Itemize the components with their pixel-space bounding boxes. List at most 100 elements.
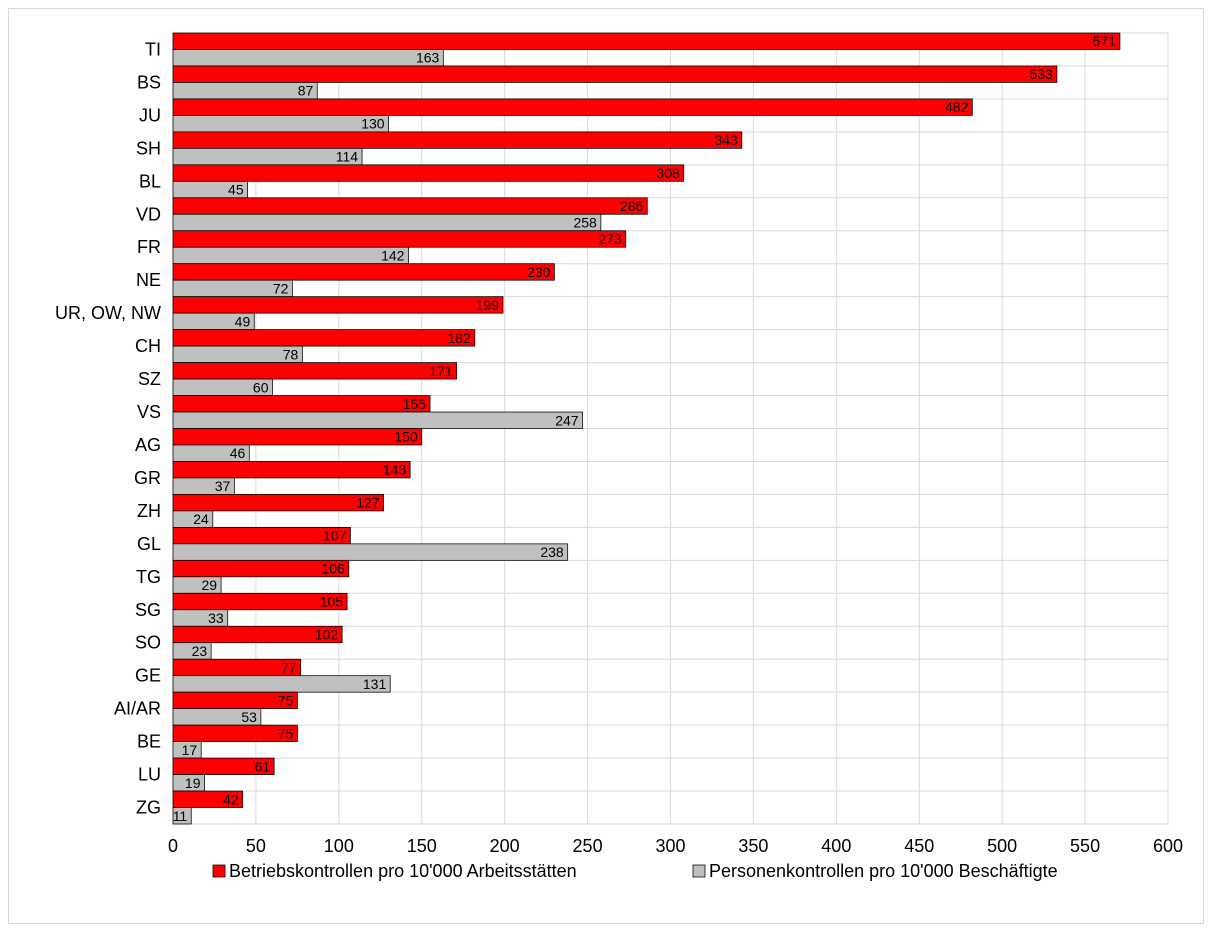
category-label: JU xyxy=(139,105,161,125)
x-tick-label: 150 xyxy=(407,836,437,856)
x-tick-label: 450 xyxy=(904,836,934,856)
legend-label-betriebskontrollen: Betriebskontrollen pro 10'000 Arbeitsstä… xyxy=(229,861,577,881)
bar-value-label: 114 xyxy=(336,149,359,165)
bar-betriebskontrollen xyxy=(172,790,244,808)
bar-value-label: 130 xyxy=(361,116,385,132)
bar-betriebskontrollen xyxy=(172,329,476,347)
bar-personenkontrollen xyxy=(172,246,409,265)
bar-value-label: 45 xyxy=(228,182,244,198)
legend-swatch-betriebskontrollen xyxy=(212,864,226,878)
bar-betriebskontrollen xyxy=(172,131,743,149)
bar-value-label: 49 xyxy=(235,313,251,329)
bar-value-label: 72 xyxy=(273,280,289,296)
bar-betriebskontrollen xyxy=(172,164,685,182)
category-label: SZ xyxy=(138,369,161,389)
bar-value-label: 571 xyxy=(1093,33,1117,49)
bar-betriebskontrollen xyxy=(172,65,1058,83)
bar-value-label: 60 xyxy=(253,379,269,395)
x-tick-label: 200 xyxy=(490,836,520,856)
legend-label-personenkontrollen: Personenkontrollen pro 10'000 Beschäftig… xyxy=(709,861,1058,881)
bar-value-label: 247 xyxy=(555,412,579,428)
category-label: SG xyxy=(135,600,161,620)
category-label: GE xyxy=(135,666,161,686)
category-label: NE xyxy=(136,270,161,290)
bar-betriebskontrollen xyxy=(172,98,973,116)
category-label: LU xyxy=(138,765,161,785)
bar-value-label: 106 xyxy=(321,561,345,577)
category-label: TG xyxy=(136,567,161,587)
bar-value-label: 23 xyxy=(192,643,208,659)
x-tick-label: 600 xyxy=(1153,836,1183,856)
category-label: BS xyxy=(137,72,161,92)
bar-betriebskontrollen xyxy=(172,296,504,314)
bar-betriebskontrollen xyxy=(172,362,457,380)
bar-value-label: 163 xyxy=(416,50,440,66)
category-label: AI/AR xyxy=(114,699,161,719)
bar-value-label: 142 xyxy=(381,247,405,263)
legend-swatch-personenkontrollen xyxy=(692,864,706,878)
bar-value-label: 258 xyxy=(573,215,597,231)
bar-betriebskontrollen xyxy=(172,263,555,281)
bar-betriebskontrollen xyxy=(172,592,348,611)
x-tick-label: 350 xyxy=(738,836,768,856)
legend: Betriebskontrollen pro 10'000 Arbeitsstä… xyxy=(212,861,1058,881)
category-label: BL xyxy=(139,171,161,191)
category-label: AG xyxy=(135,435,161,455)
bar-personenkontrollen xyxy=(172,82,318,100)
bar-value-label: 102 xyxy=(315,626,339,642)
bar-personenkontrollen xyxy=(172,411,583,429)
bar-betriebskontrollen xyxy=(172,230,627,248)
x-tick-label: 550 xyxy=(1070,836,1100,856)
category-label: GR xyxy=(134,468,161,488)
category-label: SH xyxy=(136,138,161,158)
bar-value-label: 171 xyxy=(429,363,453,379)
bar-value-label: 61 xyxy=(255,758,271,774)
bar-value-label: 46 xyxy=(230,445,246,461)
value-axis: 0 50 100 150 200 250 300 350 400 450 500 550 600 xyxy=(168,836,1183,856)
bar-value-label: 42 xyxy=(223,791,239,807)
bar-personenkontrollen xyxy=(172,115,389,133)
bar-value-label: 143 xyxy=(383,462,407,478)
bar-value-label: 182 xyxy=(447,330,471,346)
bar-betriebskontrollen xyxy=(172,494,384,512)
category-label: VS xyxy=(137,402,161,422)
x-tick-label: 50 xyxy=(246,836,266,856)
bar-value-label: 37 xyxy=(215,478,231,494)
bar-personenkontrollen xyxy=(172,213,602,232)
category-label: FR xyxy=(137,237,161,257)
bar-value-label: 150 xyxy=(394,429,418,445)
bars xyxy=(172,32,1121,825)
bar-personenkontrollen xyxy=(172,147,363,166)
bar-value-label: 238 xyxy=(540,544,564,560)
bar-betriebskontrollen xyxy=(172,757,275,775)
category-label: ZG xyxy=(136,798,161,818)
x-tick-label: 400 xyxy=(821,836,851,856)
bar-value-label: 77 xyxy=(281,659,297,675)
bar-personenkontrollen xyxy=(172,675,391,693)
bar-value-label: 230 xyxy=(527,264,551,280)
bar-value-label: 131 xyxy=(363,676,387,692)
category-label: GL xyxy=(137,534,161,554)
bar-personenkontrollen xyxy=(172,807,192,825)
bar-value-label: 33 xyxy=(208,610,224,626)
bar-betriebskontrollen xyxy=(172,32,1121,50)
category-label: UR, OW, NW xyxy=(55,303,161,323)
bar-value-label: 199 xyxy=(476,297,500,313)
x-tick-label: 0 xyxy=(168,836,178,856)
bar-value-label: 155 xyxy=(403,396,427,412)
bar-betriebskontrollen xyxy=(172,724,298,742)
bar-value-label: 286 xyxy=(620,198,644,214)
bar-value-label: 75 xyxy=(278,692,294,708)
bar-value-label: 533 xyxy=(1030,66,1054,82)
bar-value-label: 78 xyxy=(283,346,299,362)
x-tick-label: 500 xyxy=(987,836,1017,856)
bar-betriebskontrollen xyxy=(172,197,648,215)
bar-value-label: 87 xyxy=(298,83,314,99)
bar-value-label: 11 xyxy=(173,808,188,824)
x-tick-label: 100 xyxy=(324,836,354,856)
x-tick-label: 250 xyxy=(573,836,603,856)
bar-value-label: 127 xyxy=(356,495,380,511)
bar-value-label: 308 xyxy=(656,165,680,181)
bar-betriebskontrollen xyxy=(172,428,423,446)
